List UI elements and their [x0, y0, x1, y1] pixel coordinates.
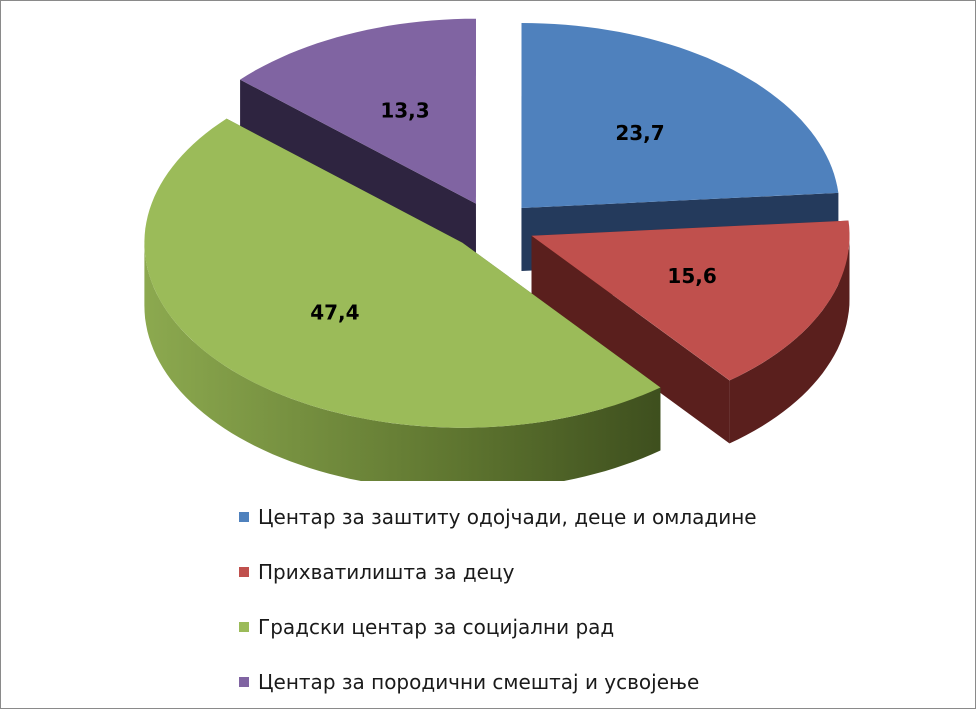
legend-label-3: Градски центар за социјални рад [258, 614, 615, 639]
slice-2-top [531, 220, 850, 381]
legend-item-2: Прихватилишта за децу [239, 544, 939, 599]
slice-4-top [240, 18, 476, 204]
pie-chart: 23,7 15,6 47,4 13,3 [144, 18, 850, 481]
data-label-2: 15,6 [667, 264, 716, 288]
slice-3-rim-1 [144, 242, 661, 481]
slice-2-wall-2 [531, 235, 730, 444]
legend-label-1: Центар за заштиту одојчади, деце и омлад… [258, 504, 757, 529]
slice-3-top [144, 118, 661, 428]
legend-label-4: Центар за породични смештај и усвојење [258, 669, 700, 694]
legend-item-1: Центар за заштиту одојчади, деце и омлад… [239, 489, 939, 544]
pie-slices [144, 18, 850, 481]
data-label-1: 23,7 [615, 121, 664, 145]
slice-2-rim-1 [729, 235, 850, 444]
legend-item-4: Центар за породични смештај и усвојење [239, 654, 939, 709]
legend-swatch-4 [239, 676, 249, 687]
data-label-4: 13,3 [380, 99, 429, 123]
data-label-3: 47,4 [310, 300, 359, 324]
legend-swatch-2 [239, 566, 249, 577]
slice-1-top [521, 23, 839, 209]
legend-swatch-3 [239, 621, 249, 632]
legend-swatch-1 [239, 511, 249, 522]
pie-data-labels: 23,7 15,6 47,4 13,3 [310, 99, 717, 325]
legend-item-3: Градски центар за социјални рад [239, 599, 939, 654]
legend-label-2: Прихватилишта за децу [258, 559, 515, 584]
chart-legend: Центар за заштиту одојчади, деце и омлад… [239, 489, 939, 709]
